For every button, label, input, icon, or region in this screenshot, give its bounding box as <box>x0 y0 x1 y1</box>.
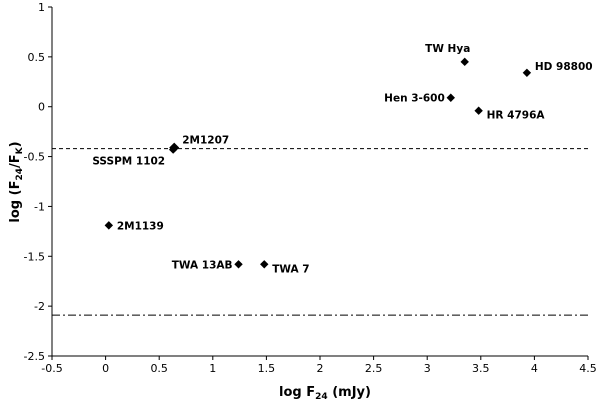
data-point-label: TW Hya <box>425 43 470 55</box>
plot-area <box>51 7 588 357</box>
y-tick-label: -1 <box>34 200 45 213</box>
x-tick-label: 3.5 <box>472 362 490 375</box>
x-tick-label: 4.5 <box>579 362 597 375</box>
x-axis-ticks: -0.5 0 0.5 1 1.5 2 2.5 3 3.5 4 4.5 <box>41 356 597 375</box>
y-tick-label: -2.5 <box>24 350 45 363</box>
data-point-marker <box>104 221 114 230</box>
data-point-label: HR 4796A <box>487 110 546 122</box>
y-tick-label: -0.5 <box>24 151 45 164</box>
data-point-label: Hen 3-600 <box>384 93 445 105</box>
x-tick-label: 0 <box>102 362 109 375</box>
y-tick-label: -1.5 <box>24 250 45 263</box>
data-points: TW Hya HD 98800 Hen 3-600 HR 4796A 2M1207 SSS… <box>92 43 592 275</box>
y-tick-label: 0.5 <box>28 51 46 64</box>
data-point-marker <box>474 106 483 115</box>
x-tick-label: 2.5 <box>365 362 383 375</box>
data-point-marker <box>168 145 178 154</box>
data-point-label: 2M1207 <box>182 135 229 147</box>
x-axis-label: log F24 (mJy) <box>279 385 371 402</box>
reference-lines <box>52 148 588 316</box>
data-point-label: TWA 13AB <box>172 259 233 271</box>
data-point-label: TWA 7 <box>272 263 309 275</box>
x-tick-label: 0.5 <box>150 362 168 375</box>
x-tick-label: 4 <box>531 362 538 375</box>
x-tick-label: 1 <box>209 362 216 375</box>
data-point-marker <box>460 57 469 67</box>
data-point-label: 2M1139 <box>117 220 164 232</box>
y-axis-ticks: 1 0.5 0 -0.5 -1 -1.5 -2 -2.5 <box>24 1 52 363</box>
data-point-marker <box>234 260 243 269</box>
data-point-marker <box>446 93 455 102</box>
data-point-label: SSSPM 1102 <box>92 156 165 168</box>
data-point-marker <box>522 68 532 78</box>
x-tick-label: -0.5 <box>41 362 62 375</box>
y-axis-label: log (F24/FK) <box>8 141 25 222</box>
x-tick-label: 3 <box>424 362 431 375</box>
y-tick-label: 0 <box>38 101 45 114</box>
y-tick-label: 1 <box>38 1 45 14</box>
data-point-label: HD 98800 <box>535 61 593 73</box>
data-point-marker <box>260 260 269 269</box>
x-tick-label: 2 <box>317 362 324 375</box>
x-tick-label: 1.5 <box>258 362 276 375</box>
y-tick-label: -2 <box>34 300 45 313</box>
